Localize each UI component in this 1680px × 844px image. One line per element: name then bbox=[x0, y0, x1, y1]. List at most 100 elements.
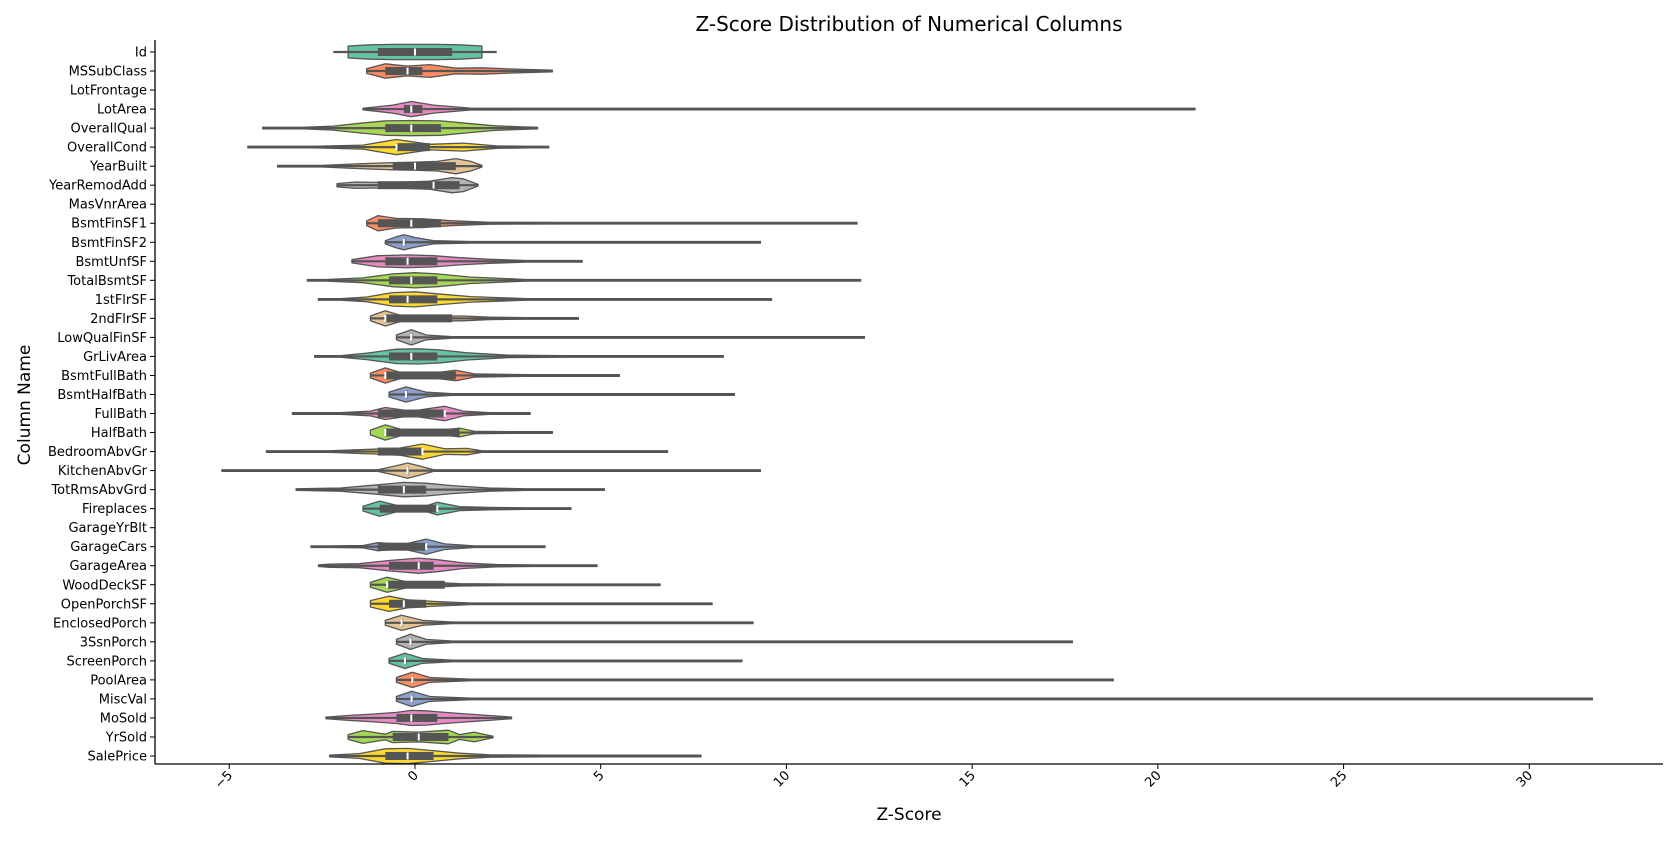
violin-screenporch bbox=[388, 652, 743, 670]
violin-iqr-yrsold bbox=[392, 732, 449, 741]
violin-iqr-overallcond bbox=[396, 143, 430, 152]
violin-halfbath bbox=[369, 424, 554, 441]
violin-yearremodadd bbox=[336, 176, 479, 194]
y-tick-layer: Id MSSubClass LotFrontage LotArea OverallQua… bbox=[48, 46, 155, 765]
violin-iqr-yearbuilt bbox=[392, 162, 456, 171]
violin-iqr-grlivarea bbox=[389, 352, 438, 361]
y-tick-label-garageyrblt: GarageYrBlt bbox=[68, 521, 147, 536]
y-tick-label-yearremodadd: YearRemodAdd bbox=[48, 179, 147, 194]
violin-iqr-fullbath bbox=[377, 409, 445, 418]
violin-1stflrsf bbox=[317, 291, 773, 308]
y-tick-label-overallcond: OverallCond bbox=[67, 141, 147, 156]
violin-iqr-bsmtunfsf bbox=[385, 257, 438, 266]
violin-overallcond bbox=[247, 138, 550, 156]
y-tick-label-1stflrsf: 1stFlrSF bbox=[95, 293, 147, 308]
violin-bsmtfinsf2 bbox=[384, 234, 762, 251]
y-tick-label-poolarea: PoolArea bbox=[90, 673, 147, 688]
violin-garagearea bbox=[317, 557, 598, 574]
violin-iqr-overallqual bbox=[385, 124, 441, 133]
x-tick-layer: −5 0 5 10 15 20 25 30 bbox=[212, 764, 1536, 792]
violin-bsmthalfbath bbox=[388, 386, 736, 403]
y-tick-label-grlivarea: GrLivArea bbox=[83, 350, 147, 365]
y-tick-label-bsmthalfbath: BsmtHalfBath bbox=[57, 388, 147, 403]
x-tick-label-5: 20 bbox=[1142, 768, 1164, 790]
x-axis-label: Z-Score bbox=[876, 805, 941, 825]
y-tick-label-bsmtfinsf1: BsmtFinSF1 bbox=[71, 217, 147, 232]
violin-iqr-wooddecksf bbox=[387, 580, 445, 589]
x-tick-label-0: −5 bbox=[212, 768, 236, 792]
y-tick-label-3ssnporch: 3SsnPorch bbox=[80, 635, 147, 650]
violin-yearbuilt bbox=[276, 157, 483, 175]
violin-saleprice bbox=[328, 747, 702, 765]
violin-iqr-fireplaces bbox=[379, 504, 438, 513]
violin-bsmtfullbath bbox=[369, 367, 620, 384]
violin-poolarea bbox=[395, 671, 1114, 689]
x-tick-label-2: 5 bbox=[591, 768, 607, 784]
violin-iqr-1stflrsf bbox=[389, 295, 438, 304]
violin-iqr-bsmtfinsf1 bbox=[377, 219, 441, 228]
violin-iqr-bsmtfullbath bbox=[385, 371, 456, 380]
y-tick-label-bsmtfinsf2: BsmtFinSF2 bbox=[71, 236, 147, 251]
violin-iqr-totrmsabvgrd bbox=[377, 485, 427, 494]
y-tick-label-totalbsmtsf: TotalBsmtSF bbox=[66, 274, 147, 289]
y-tick-label-overallqual: OverallQual bbox=[70, 122, 147, 137]
violin-iqr-yearremodadd bbox=[377, 181, 460, 190]
y-tick-label-openporchsf: OpenPorchSF bbox=[61, 597, 147, 612]
violin-iqr-openporchsf bbox=[389, 599, 427, 608]
violin-2ndflrsf bbox=[369, 310, 580, 327]
y-tick-label-wooddecksf: WoodDeckSF bbox=[62, 578, 147, 593]
x-tick-label-7: 30 bbox=[1514, 768, 1536, 790]
y-tick-label-2ndflrsf: 2ndFlrSF bbox=[90, 312, 147, 327]
violin-iqr-2ndflrsf bbox=[385, 314, 453, 323]
y-tick-label-saleprice: SalePrice bbox=[87, 750, 147, 765]
x-tick-label-3: 10 bbox=[771, 768, 793, 790]
violin-bedroomabvgr bbox=[265, 443, 669, 460]
y-tick-label-screenporch: ScreenPorch bbox=[67, 654, 147, 669]
x-tick-label-4: 15 bbox=[957, 768, 979, 790]
y-axis-label: Column Name bbox=[15, 345, 35, 466]
y-tick-label-yrsold: YrSold bbox=[105, 730, 147, 745]
y-tick-label-id: Id bbox=[135, 46, 147, 61]
violin-iqr-garagearea bbox=[389, 561, 434, 570]
violin-totalbsmtsf bbox=[306, 272, 862, 289]
violin-iqr-garagecars bbox=[377, 542, 427, 551]
y-tick-label-masvnrarea: MasVnrArea bbox=[69, 198, 147, 213]
y-tick-label-bsmtfullbath: BsmtFullBath bbox=[61, 369, 147, 384]
violin-mssubclass bbox=[366, 63, 554, 79]
violin-bsmtunfsf bbox=[351, 254, 583, 269]
y-tick-label-fireplaces: Fireplaces bbox=[82, 502, 147, 517]
violin-id bbox=[333, 43, 497, 61]
violin-yrsold bbox=[347, 729, 494, 745]
y-tick-label-enclosedporch: EnclosedPorch bbox=[53, 616, 147, 631]
y-tick-label-lotarea: LotArea bbox=[97, 103, 147, 118]
violin-iqr-halfbath bbox=[385, 428, 460, 437]
violin-lotarea bbox=[362, 100, 1196, 118]
violin-openporchsf bbox=[369, 595, 713, 613]
x-tick-label-6: 25 bbox=[1328, 768, 1350, 790]
y-tick-label-bsmtunfsf: BsmtUnfSF bbox=[75, 255, 147, 270]
y-tick-label-lotfrontage: LotFrontage bbox=[70, 84, 147, 99]
violin-3ssnporch bbox=[395, 633, 1074, 651]
violin-mosold bbox=[325, 709, 513, 727]
violin-iqr-bedroomabvgr bbox=[377, 447, 423, 456]
y-tick-label-halfbath: HalfBath bbox=[91, 426, 147, 441]
y-tick-label-garagecars: GarageCars bbox=[70, 540, 147, 555]
violin-kitchenabvgr bbox=[221, 462, 762, 479]
y-tick-label-miscval: MiscVal bbox=[99, 692, 147, 707]
violin-totrmsabvgrd bbox=[295, 481, 606, 498]
violin-overallqual bbox=[262, 119, 539, 137]
y-tick-label-mosold: MoSold bbox=[100, 711, 147, 726]
violin-iqr-saleprice bbox=[385, 752, 434, 760]
violin-miscval bbox=[395, 690, 1594, 708]
violin-iqr-lotarea bbox=[403, 105, 423, 114]
violin-fullbath bbox=[291, 405, 531, 422]
violin-iqr-totalbsmtsf bbox=[389, 276, 438, 285]
violin-layer bbox=[221, 43, 1594, 765]
violin-lowqualfinsf bbox=[395, 329, 866, 346]
violin-garagecars bbox=[310, 538, 546, 555]
x-tick-label-1: 0 bbox=[405, 768, 421, 784]
violin-fireplaces bbox=[362, 500, 572, 517]
y-tick-label-lowqualfinsf: LowQualFinSF bbox=[57, 331, 147, 346]
